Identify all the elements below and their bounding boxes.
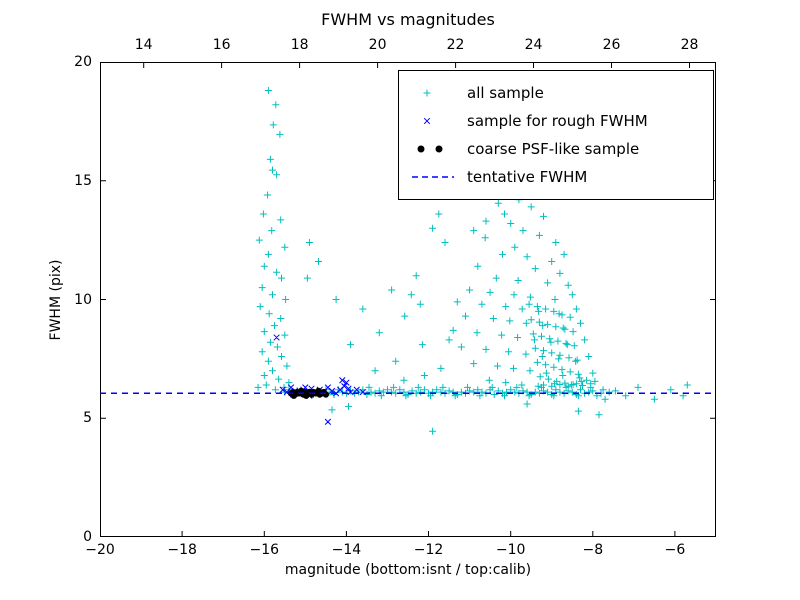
y-tick-label: 5 [83,410,92,427]
legend-item: sample for rough FWHM [409,107,703,135]
x-tick-label: −12 [413,542,444,558]
y-tick-label: 15 [74,172,92,189]
x-tick-label: −16 [249,542,280,558]
top-tick-label: 24 [524,37,543,53]
legend-item-label: all sample [467,84,544,102]
x-axis-label: magnitude (bottom:isnt / top:calib) [284,562,532,578]
legend-item-label: tentative FWHM [467,168,588,186]
top-tick-label: 26 [602,37,621,53]
legend-item-label: coarse PSF-like sample [467,140,640,158]
legend-item-label: sample for rough FWHM [467,112,648,130]
legend-item: tentative FWHM [409,163,703,191]
y-tick-label: 20 [74,54,92,70]
x-tick-label: −20 [85,542,115,558]
top-tick-label: 16 [212,37,231,53]
legend: all sample sample for rough FWHM coarse PS… [398,70,714,200]
axes-frame [100,62,716,537]
top-tick-label: 20 [368,37,387,53]
legend-hline-marker-icon [412,176,454,178]
x-tick-label: −18 [167,542,197,558]
x-tick-label: −14 [331,542,362,558]
legend-dot-marker-icon [417,145,443,153]
y-tick-label: 0 [83,529,92,545]
plot-area [100,62,716,537]
legend-item: coarse PSF-like sample [409,135,703,163]
legend-plus-marker-icon [423,89,431,97]
top-tick-label: 14 [134,37,153,53]
top-tick-label: 18 [290,37,309,53]
legend-x-marker-icon [423,117,431,125]
y-tick-label: 10 [74,291,92,308]
legend-item: all sample [409,79,703,107]
top-tick-label: 22 [446,37,465,53]
top-tick-label: 28 [680,37,699,53]
x-tick-label: −8 [582,542,604,558]
x-tick-label: −10 [495,542,526,558]
chart-title: FWHM vs magnitudes [321,10,495,29]
series-sample-for-rough-FWHM [273,334,366,425]
plot-canvas [100,62,716,537]
x-tick-label: −6 [664,542,686,558]
